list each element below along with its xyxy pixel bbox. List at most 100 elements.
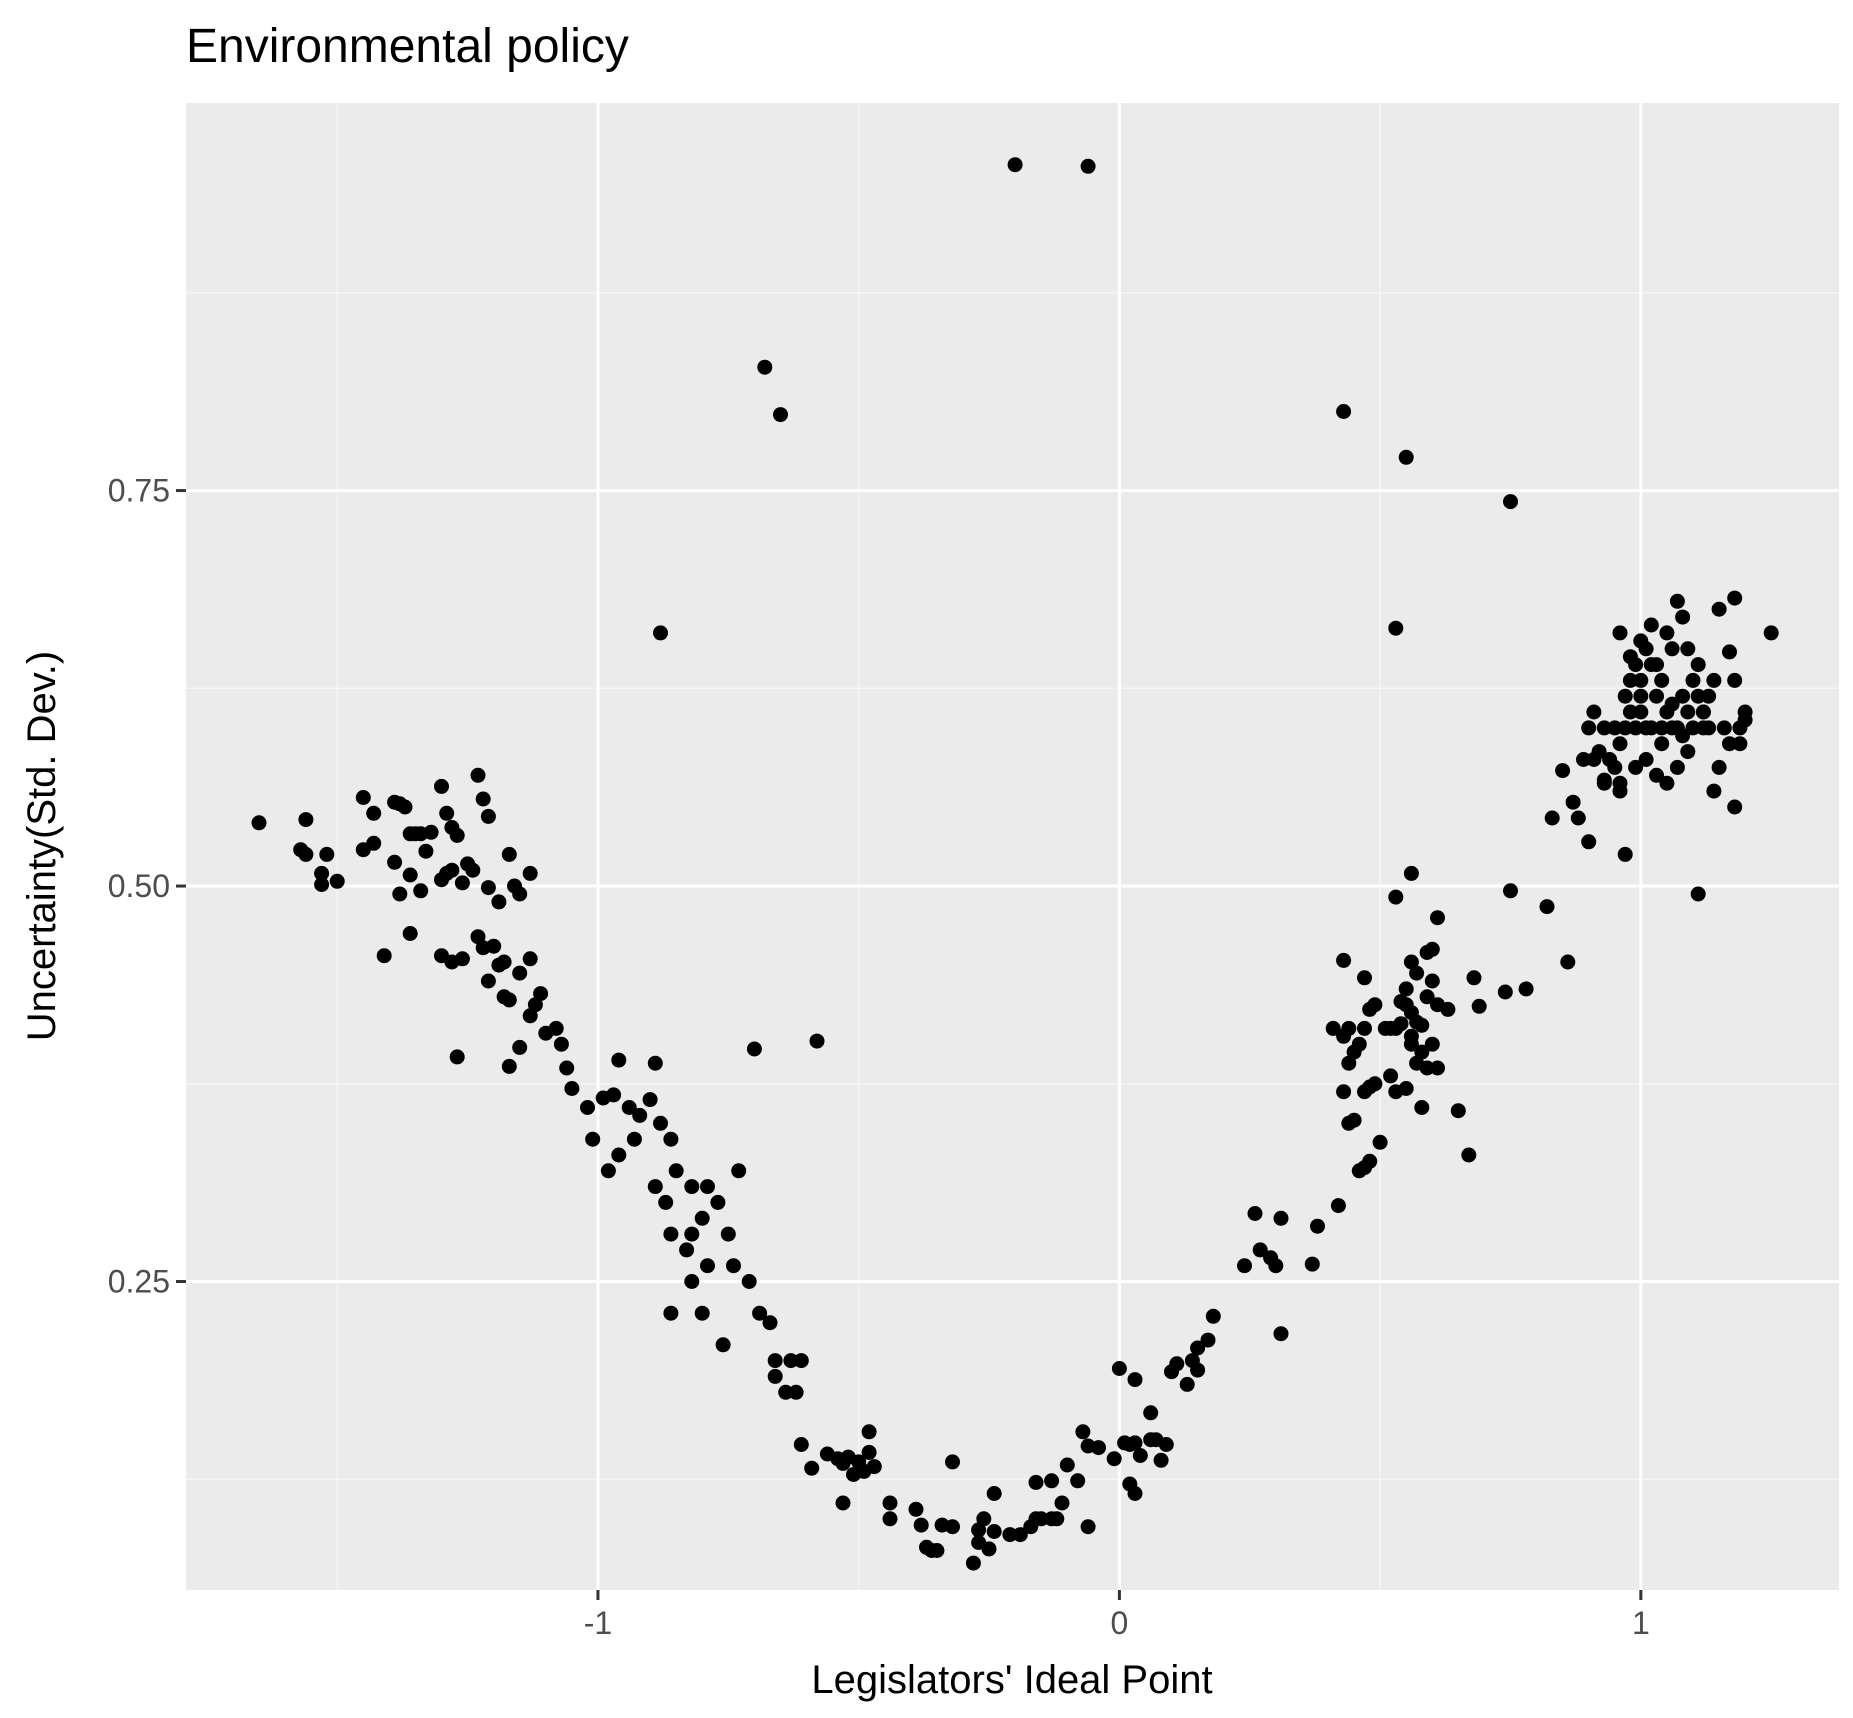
data-point [1419,989,1435,1005]
data-point [1414,1100,1430,1115]
data-point [642,1092,658,1108]
data-point [600,1163,616,1179]
data-point [773,407,788,423]
data-point [1304,1256,1320,1272]
data-point [679,1242,695,1258]
data-point [1111,1361,1127,1376]
data-point [809,1033,825,1049]
data-point [1106,1451,1122,1467]
data-point [1398,449,1414,465]
data-point [700,1179,715,1195]
data-point [1701,688,1717,704]
data-point [355,790,371,805]
data-point [1341,1020,1357,1036]
data-point [700,1258,715,1274]
data-point [1612,625,1628,641]
data-point [1638,752,1654,767]
data-point [512,886,528,902]
data-point [1659,775,1675,791]
data-point [632,1107,648,1123]
data-point [1654,720,1670,736]
data-point [1685,672,1701,688]
data-point [1617,720,1633,736]
data-point [1398,981,1414,997]
data-point [1127,1372,1143,1388]
data-point [1555,763,1571,779]
x-axis-title: Legislators' Ideal Point [811,1658,1212,1702]
data-point [501,992,517,1008]
data-point [731,1163,747,1179]
data-point [1591,744,1607,760]
data-point [402,926,418,941]
data-point [564,1081,580,1096]
data-point [1237,1258,1252,1274]
data-point [1471,998,1487,1014]
data-points [251,157,1779,1571]
data-point [1617,846,1633,862]
data-point [454,951,470,967]
data-point [924,1543,940,1558]
data-point [475,791,491,807]
data-point [684,1179,700,1195]
data-point [653,1115,668,1131]
data-point [767,1368,783,1384]
data-point [1461,1147,1477,1163]
data-point [1054,1495,1070,1511]
data-point [981,1541,997,1557]
data-point [413,883,429,899]
data-point [1336,1084,1352,1100]
data-point [1680,641,1696,657]
x-tick-label: -1 [584,1605,612,1641]
data-point [486,938,502,954]
data-point [715,1337,731,1353]
data-point [1643,657,1659,673]
data-point [1659,625,1675,641]
data-point [1722,736,1737,752]
y-axis: 0.25 0.50 0.75 [108,473,186,1300]
plot-panel [186,103,1839,1590]
data-point [559,1060,575,1076]
data-point [1127,1435,1143,1451]
data-point [1325,1020,1341,1036]
data-point [1664,720,1680,736]
data-point [585,1131,601,1147]
data-point [1669,593,1685,609]
data-point [1622,649,1638,665]
data-point [1158,1437,1174,1452]
data-point [1628,720,1644,736]
data-point [1628,759,1644,775]
data-point [1430,1060,1445,1076]
data-point [1737,712,1753,728]
data-point [1012,1527,1028,1543]
data-point [835,1495,851,1511]
data-point [1169,1356,1185,1372]
y-tick-label: 0.25 [108,1264,170,1300]
data-point [1680,704,1696,720]
data-point [804,1460,820,1476]
data-point [1503,883,1518,899]
data-point [402,867,418,883]
data-point [501,846,517,862]
data-point [1002,1527,1018,1543]
data-point [449,1049,465,1065]
data-point [1367,1076,1383,1092]
data-point [1544,810,1560,826]
data-point [1695,720,1711,736]
data-point [1414,1044,1430,1060]
data-point [1424,973,1440,989]
data-point [945,1454,960,1470]
data-point [1706,672,1722,688]
data-point [1732,736,1748,752]
data-point [1722,644,1737,660]
data-point [1190,1340,1206,1356]
data-point [496,954,512,970]
data-point [397,799,413,815]
data-point [866,1459,882,1475]
data-point [1252,1242,1268,1258]
data-point [512,965,528,981]
data-point [1007,157,1023,173]
data-point [1581,720,1597,736]
data-point [1268,1258,1284,1274]
